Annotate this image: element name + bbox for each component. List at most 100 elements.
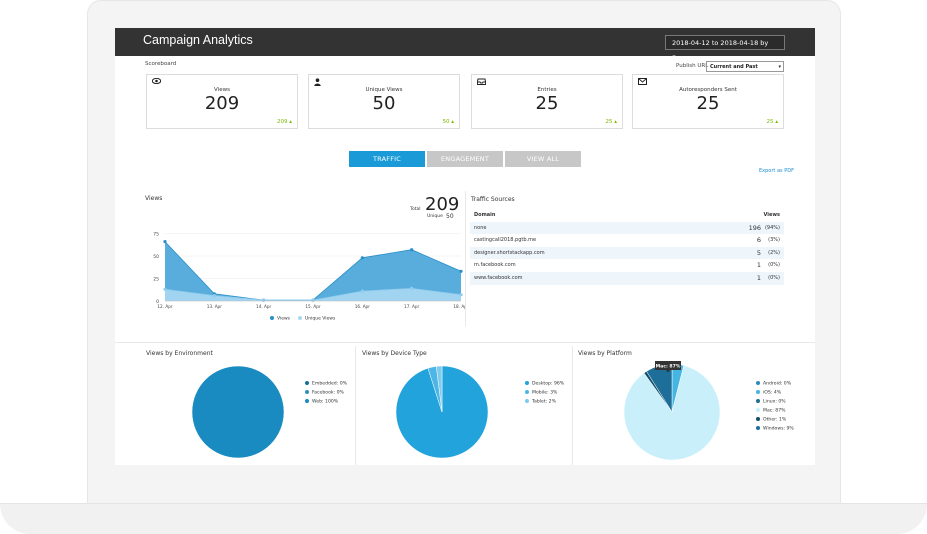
total-views-value: 209 xyxy=(425,194,460,215)
device-type-pie-chart: Desktop: 96% Mobile: 3% Tablet: 2% xyxy=(395,365,565,459)
legend-dot xyxy=(270,316,274,320)
card-title: Views xyxy=(214,87,230,93)
percent-cell: (0%) xyxy=(768,274,780,281)
card-title: Entries xyxy=(537,87,557,93)
legend-label: iOS: 4% xyxy=(763,390,782,396)
legend-label: Android: 0% xyxy=(763,381,792,387)
data-point xyxy=(360,289,364,293)
export-pdf-link[interactable]: Export as PDF xyxy=(759,168,794,174)
top-bar: Campaign Analytics 2018-04-12 to 2018-04… xyxy=(115,28,815,62)
user-icon xyxy=(314,78,321,88)
tab-engagement[interactable]: ENGAGEMENT xyxy=(427,151,503,167)
data-point xyxy=(410,286,414,290)
environment-pie-chart: Embedded: 0% Facebook: 0% Web: 100% xyxy=(191,365,348,459)
legend-label: Web: 100% xyxy=(312,399,339,405)
domain-cell: none xyxy=(474,224,487,231)
tooltip-box xyxy=(655,361,681,370)
divider xyxy=(355,346,356,465)
percent-cell: (0%) xyxy=(768,262,780,269)
env-pie-title: Views by Environment xyxy=(146,350,213,357)
card-delta: 25 ▴ xyxy=(605,119,617,125)
y-tick-label: 0 xyxy=(156,299,159,305)
legend-dot xyxy=(756,417,760,421)
divider xyxy=(572,346,573,465)
date-range-dropdown[interactable]: 2018-04-12 to 2018-04-18 by Day ▾ xyxy=(665,35,785,62)
data-point xyxy=(360,256,364,260)
publish-url-label: Publish URL xyxy=(676,63,709,69)
percent-cell: (3%) xyxy=(768,237,780,244)
chevron-down-icon: ▾ xyxy=(686,54,691,62)
y-tick-label: 50 xyxy=(153,254,159,260)
x-tick-label: 13. Apr xyxy=(207,304,223,309)
table-row: castingcall2018.pgtb.me 6 (3%) xyxy=(470,234,784,247)
traffic-sources-table: Domain Views none 196 (94%) castingcall2018… xyxy=(470,209,784,285)
x-tick-label: 18. Apr xyxy=(453,304,465,309)
views-cell: 6 xyxy=(756,236,761,245)
legend-dot xyxy=(305,390,309,394)
divider xyxy=(115,342,815,343)
page-title: Campaign Analytics xyxy=(143,33,253,47)
legend-label: Facebook: 0% xyxy=(312,390,345,396)
card-title: Autoresponders Sent xyxy=(679,87,737,93)
views-chart-title: Views xyxy=(145,195,163,202)
views-area-chart: 0 25 50 75 12. Apr 13. Apr 14. Apr 15. Apr 16. A… xyxy=(153,232,465,310)
card-delta: 50 ▴ xyxy=(442,119,454,125)
views-legend-item[interactable]: Views xyxy=(270,316,290,322)
legend-label: Windows: 9% xyxy=(763,426,794,432)
envelope-icon xyxy=(638,78,647,87)
table-row: designer.shortstackapp.com 5 (2%) xyxy=(470,246,784,260)
date-range-label: 2018-04-12 to 2018-04-18 by Day xyxy=(672,39,769,62)
chevron-down-icon: ▾ xyxy=(778,64,781,70)
data-point xyxy=(163,240,167,244)
data-point xyxy=(459,269,463,273)
y-tick-label: 25 xyxy=(153,277,159,283)
app-screen: Campaign Analytics 2018-04-12 to 2018-04… xyxy=(115,28,815,465)
divider xyxy=(465,191,466,326)
card-value: 25 xyxy=(696,93,720,114)
legend-dot xyxy=(756,426,760,430)
views-card: Views 209 209 ▴ xyxy=(146,74,298,129)
pie-slice xyxy=(436,365,443,413)
card-value: 25 xyxy=(535,93,559,114)
platform-pie-title: Views by Platform xyxy=(578,350,632,357)
laptop-base xyxy=(0,503,927,534)
data-point xyxy=(163,287,167,291)
data-point xyxy=(410,248,414,252)
domain-cell: www.facebook.com xyxy=(474,274,523,281)
card-delta: 209 ▴ xyxy=(276,119,292,125)
tab-view-all[interactable]: VIEW ALL xyxy=(505,151,581,167)
table-header: Domain Views xyxy=(470,209,784,222)
unique-label: Unique xyxy=(427,214,443,219)
data-point xyxy=(212,294,216,298)
unique-views-legend-item[interactable]: Unique Views xyxy=(298,316,335,322)
card-delta: 25 ▴ xyxy=(766,119,778,125)
x-tick-label: 16. Apr xyxy=(355,304,371,309)
series-area-views xyxy=(165,241,461,301)
tooltip-pointer xyxy=(666,370,670,373)
data-point xyxy=(459,293,463,297)
unique-views-value: 50 xyxy=(446,213,454,220)
unique-views-card: Unique Views 50 50 ▴ xyxy=(308,74,460,129)
views-cell: 1 xyxy=(756,261,761,270)
legend-dot xyxy=(525,381,529,385)
views-cell: 196 xyxy=(748,223,761,232)
legend-label: Embedded: 0% xyxy=(312,381,348,387)
publish-url-select[interactable]: Current and Past ▾ xyxy=(706,61,784,72)
entries-card: Entries 25 25 ▴ xyxy=(471,74,623,129)
col-views: Views xyxy=(763,212,780,218)
card-title: Unique Views xyxy=(365,87,403,93)
domain-cell: designer.shortstackapp.com xyxy=(474,249,545,256)
card-value: 209 xyxy=(204,93,240,114)
publish-url-value: Current and Past xyxy=(710,64,758,70)
autoresponders-card: Autoresponders Sent 25 25 ▴ xyxy=(632,74,784,129)
traffic-sources-title: Traffic Sources xyxy=(471,196,515,203)
tooltip-text: Mac: 87% xyxy=(656,364,681,370)
legend-dot xyxy=(525,390,529,394)
total-label: Total xyxy=(410,207,421,212)
x-tick-label: 14. Apr xyxy=(256,304,272,309)
x-tick-label: 15. Apr xyxy=(305,304,321,309)
legend-label: Linux: 0% xyxy=(763,399,786,405)
table-row: none 196 (94%) xyxy=(470,221,784,235)
tab-traffic[interactable]: TRAFFIC xyxy=(349,151,425,167)
legend-label: Views xyxy=(277,316,291,322)
